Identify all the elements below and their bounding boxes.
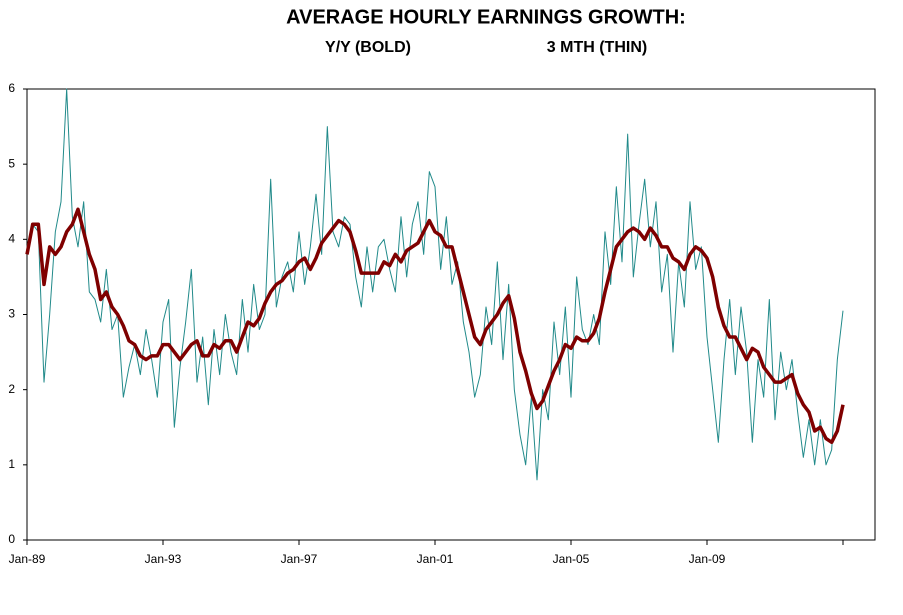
x-tick-label: Jan-05: [553, 552, 590, 566]
y-tick-label: 2: [8, 382, 15, 396]
series-line: [25, 207, 845, 445]
x-tick-label: Jan-01: [417, 552, 454, 566]
y-tick-label: 4: [8, 232, 15, 246]
y-tick-label: 1: [8, 457, 15, 471]
y-tick-label: 0: [8, 532, 15, 546]
x-tick-label: Jan-93: [145, 552, 182, 566]
x-tick-label: Jan-97: [281, 552, 318, 566]
y-tick-label: 5: [8, 156, 15, 170]
series-line: [26, 88, 844, 481]
legend-entry: 3 MTH (THIN): [547, 39, 647, 56]
x-tick-label: Jan-09: [689, 552, 726, 566]
x-tick-label: Jan-89: [9, 552, 46, 566]
chart-title: AVERAGE HOURLY EARNINGS GROWTH:: [286, 6, 686, 28]
y-tick-label: 6: [8, 81, 15, 95]
y-tick-label: 3: [8, 307, 15, 321]
plot-frame: [26, 88, 876, 541]
legend-entry: Y/Y (BOLD): [325, 39, 411, 56]
